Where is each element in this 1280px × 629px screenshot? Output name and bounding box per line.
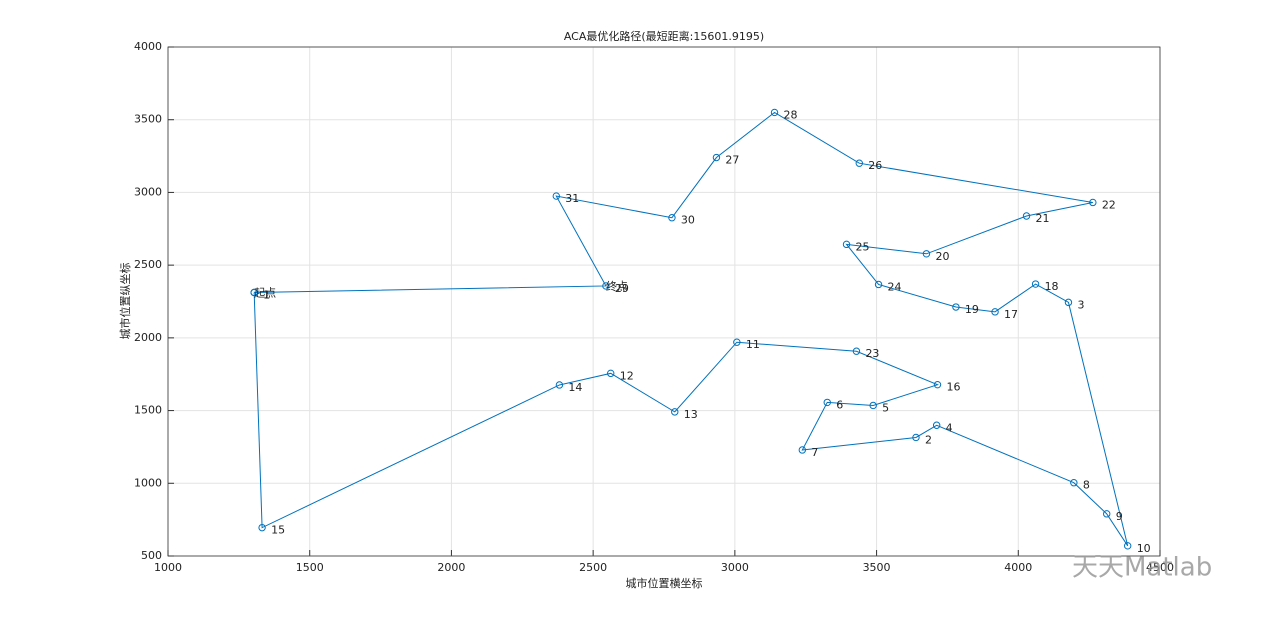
y-tick-label: 3500 [134, 113, 162, 126]
city-label: 27 [725, 154, 739, 167]
city-label: 1 [263, 288, 270, 301]
city-label: 17 [1004, 308, 1018, 321]
city-label: 12 [620, 369, 634, 382]
y-axis-label: 城市位置纵坐标 [118, 263, 132, 340]
city-point [1089, 198, 1097, 207]
city-point [855, 159, 863, 167]
city-point [555, 381, 564, 389]
city-point [869, 401, 877, 410]
city-point [798, 446, 807, 454]
city-point [250, 288, 258, 297]
chart-title: ACA最优化路径(最短距离:15601.9195) [564, 29, 764, 43]
city-label: 28 [784, 108, 798, 121]
city-point [852, 347, 861, 355]
city-label: 26 [868, 159, 882, 172]
x-tick-label: 3500 [863, 561, 891, 574]
city-label: 19 [965, 303, 979, 316]
city-point [668, 214, 676, 222]
y-tick-label: 500 [141, 549, 162, 562]
city-label: 13 [684, 408, 698, 421]
city-point [258, 523, 266, 532]
city-point [671, 408, 679, 416]
city-label: 10 [1137, 542, 1151, 555]
x-tick-label: 2500 [579, 561, 607, 574]
city-label: 29 [615, 282, 629, 295]
city-label: 31 [565, 192, 579, 205]
city-label: 21 [1036, 212, 1050, 225]
city-label: 8 [1083, 479, 1090, 492]
x-tick-label: 4500 [1146, 561, 1174, 574]
city-label: 22 [1102, 198, 1116, 211]
city-label: 23 [865, 347, 879, 360]
city-point [770, 108, 779, 117]
watermark: 天天Matlab [1072, 553, 1212, 583]
end-label: 终点 [606, 279, 628, 293]
city-label: 1 [263, 288, 270, 301]
city-point [932, 421, 941, 429]
city-point [1123, 542, 1132, 550]
city-point [823, 398, 831, 407]
x-tick-label: 2000 [437, 561, 465, 574]
city-point [602, 282, 610, 290]
city-label: 30 [681, 214, 695, 227]
city-point [712, 153, 721, 162]
city-label: 6 [836, 398, 843, 411]
city-point [1022, 212, 1031, 220]
y-tick-label: 1500 [134, 404, 162, 417]
x-tick-label: 4000 [1004, 561, 1032, 574]
city-point [874, 280, 883, 289]
plot-frame [167, 46, 1161, 557]
city-label: 5 [882, 401, 889, 414]
city-point [1031, 280, 1040, 288]
city-label: 2 [925, 433, 932, 446]
city-label: 16 [947, 381, 961, 394]
x-tick-label: 1500 [296, 561, 324, 574]
city-point [842, 240, 851, 249]
city-point [1103, 510, 1111, 518]
city-point [922, 250, 931, 258]
city-point [1064, 298, 1073, 307]
y-tick-label: 3000 [134, 185, 162, 198]
city-point [607, 369, 615, 378]
city-label: 4 [946, 421, 953, 434]
city-point [912, 433, 920, 442]
city-point [1070, 479, 1078, 487]
city-point [733, 338, 741, 346]
city-label: 3 [1077, 298, 1084, 311]
city-label: 18 [1045, 280, 1059, 293]
city-label: 7 [811, 446, 818, 459]
city-label: 11 [746, 338, 760, 351]
city-point [552, 192, 560, 200]
city-point [991, 308, 999, 316]
city-point [952, 303, 960, 311]
city-label: 24 [888, 280, 902, 293]
city-label: 15 [271, 524, 285, 537]
route-line [253, 111, 1129, 547]
city-label: 25 [856, 240, 870, 253]
city-point [933, 380, 942, 389]
x-tick-label: 1000 [154, 561, 182, 574]
city-label: 14 [568, 381, 582, 394]
start-label: 起点 [254, 286, 276, 299]
y-tick-label: 1000 [134, 476, 162, 489]
city-label: 20 [935, 250, 949, 263]
y-tick-label: 4000 [134, 40, 162, 53]
city-label: 9 [1116, 510, 1123, 523]
x-tick-label: 3000 [721, 561, 749, 574]
y-tick-label: 2500 [134, 258, 162, 271]
x-axis-label: 城市位置横坐标 [626, 576, 703, 590]
y-tick-label: 2000 [134, 331, 162, 344]
